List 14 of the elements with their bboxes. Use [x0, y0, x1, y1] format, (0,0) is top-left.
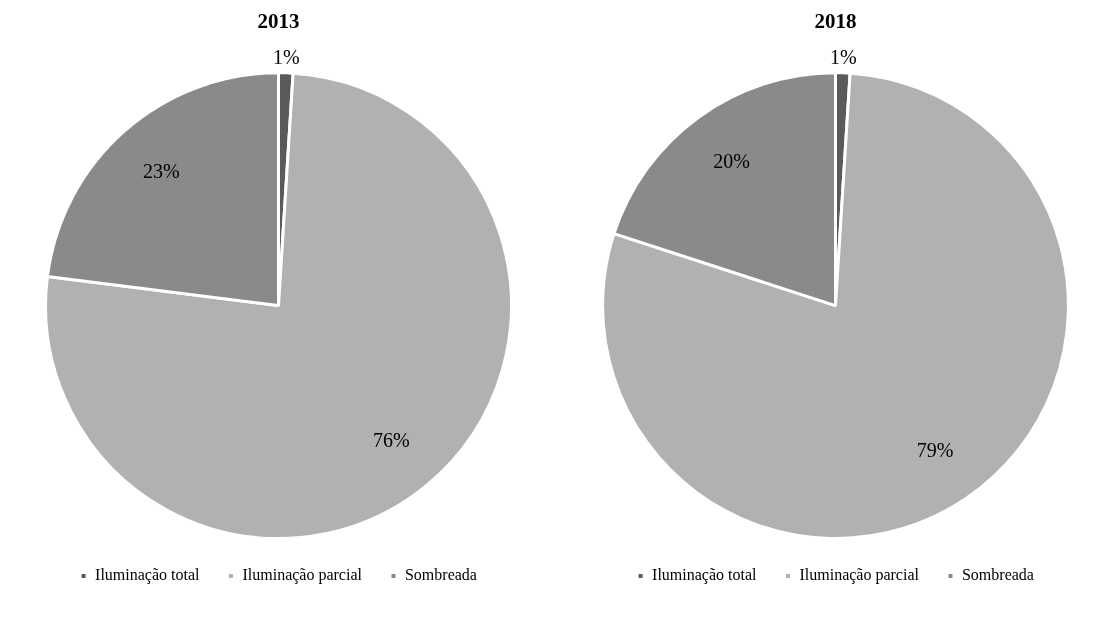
- data-label: 23%: [143, 160, 180, 183]
- legend-label: Sombreada: [961, 566, 1034, 584]
- data-label: 1%: [272, 46, 300, 69]
- legend-label: Iluminação parcial: [242, 566, 363, 585]
- chart-title: 2013: [257, 9, 300, 34]
- legend-label: Sombreada: [404, 566, 477, 584]
- legend-label: Iluminação parcial: [799, 566, 920, 585]
- legend-label: Iluminação total: [652, 566, 758, 585]
- data-label: 76%: [372, 429, 410, 452]
- data-label: 20%: [713, 149, 750, 172]
- data-label: 1%: [829, 46, 857, 69]
- data-label: 79%: [916, 439, 954, 462]
- chart-title: 2018: [814, 9, 857, 34]
- legend-label: Iluminação total: [95, 566, 201, 585]
